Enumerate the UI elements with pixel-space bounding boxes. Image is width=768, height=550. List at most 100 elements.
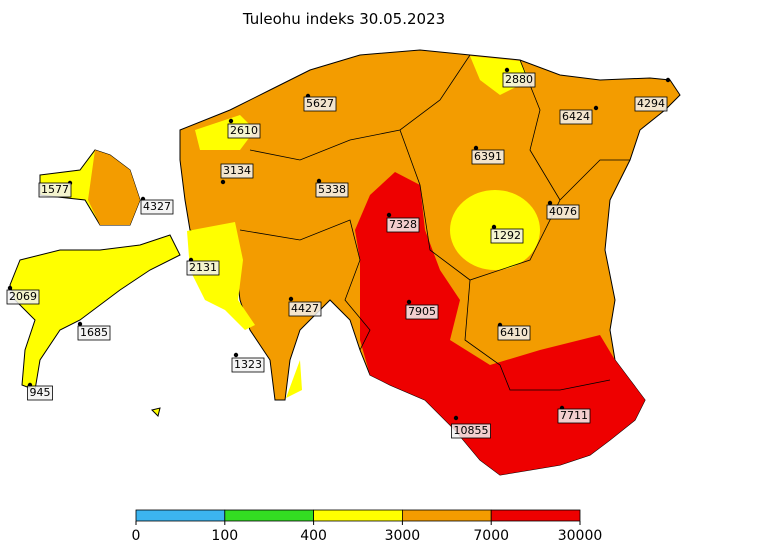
station-value: 5338: [318, 183, 346, 196]
label-box: [303, 96, 337, 112]
label-box: [497, 325, 531, 341]
station-value: 6424: [562, 110, 590, 123]
label-box: [38, 182, 72, 198]
station-label: 4294: [634, 96, 668, 112]
station-value: 945: [30, 386, 51, 399]
station-value: 7905: [408, 305, 436, 318]
label-box: [77, 325, 111, 341]
legend-segment: [490, 509, 581, 522]
station-dot: [547, 200, 553, 206]
station-value: 2610: [230, 124, 258, 137]
station-label: 4076: [546, 204, 580, 220]
legend-segment: [313, 509, 403, 522]
station-label: 5338: [315, 182, 349, 198]
station-value: 4076: [549, 205, 577, 218]
station-label: 2610: [227, 123, 261, 139]
station-value: 1292: [493, 229, 521, 242]
station-label: 1685: [77, 325, 111, 341]
label-box: [490, 228, 524, 244]
station-label: 6410: [497, 325, 531, 341]
station-value: 2880: [505, 73, 533, 86]
station-label: 6424: [559, 109, 593, 125]
border: [249, 54, 471, 161]
legend: 0 100 400 3000 7000 30000: [132, 509, 603, 544]
label-box: [227, 123, 261, 139]
label-box: [186, 260, 220, 276]
zone-red: [355, 172, 645, 475]
station-dot: [288, 296, 294, 302]
label-box: [220, 163, 254, 179]
island-hiiumaa-east: [88, 150, 140, 225]
label-box: [6, 289, 40, 305]
station-value: 7711: [560, 409, 588, 422]
label-box: [634, 96, 668, 112]
station-value: 3134: [223, 164, 251, 177]
station-dot: [504, 67, 510, 73]
station-dot: [473, 145, 479, 151]
station-value: 2131: [189, 261, 217, 274]
label-box: [288, 301, 322, 317]
station-value: 4294: [637, 97, 665, 110]
station-dot: [665, 77, 671, 83]
station-value: 7328: [389, 218, 417, 231]
station-label: 7328: [386, 217, 420, 233]
station-label: 2131: [186, 260, 220, 276]
station-dot: [491, 224, 497, 230]
station-label: 6391: [471, 149, 505, 165]
label-box: [231, 357, 265, 373]
stations: 2880 4294 5627 6424 2610 6391 3134 5338 1577 4327…: [6, 67, 671, 439]
legend-tick-label: 0: [132, 528, 141, 544]
station-label: 1323: [231, 357, 265, 373]
label-box: [559, 109, 593, 125]
legend-segment: [135, 509, 226, 522]
station-label: 3134: [220, 163, 254, 179]
station-value: 1323: [234, 358, 262, 371]
station-dot: [453, 415, 459, 421]
station-label: 1292: [490, 228, 524, 244]
station-label: 4427: [288, 301, 322, 317]
border: [239, 219, 371, 351]
station-dot: [593, 105, 599, 111]
station-label: 4327: [140, 199, 174, 215]
legend-tick-label: 7000: [473, 528, 509, 544]
station-label: 7905: [405, 304, 439, 320]
label-box: [502, 72, 536, 88]
station-dot: [406, 299, 412, 305]
legend-tick-label: 30000: [558, 528, 603, 544]
station-dot: [228, 118, 234, 124]
border: [464, 279, 611, 391]
zone-yellow-west: [187, 222, 255, 330]
title: Tuleohu indeks 30.05.2023: [242, 10, 445, 28]
station-value: 2069: [9, 290, 37, 303]
station-label: 1577: [38, 182, 72, 198]
label-box: [315, 182, 349, 198]
station-label: 2069: [6, 289, 40, 305]
station-value: 4327: [143, 200, 171, 213]
station-dot: [77, 321, 83, 327]
legend-segment: [224, 509, 315, 522]
station-value: 6391: [474, 150, 502, 163]
station-label: 945: [27, 385, 53, 401]
island-saaremaa: [9, 234, 181, 391]
label-box: [557, 408, 591, 424]
legend-tick-label: 3000: [385, 528, 421, 544]
label-box: [27, 385, 53, 401]
label-box: [471, 149, 505, 165]
border: [399, 129, 630, 281]
station-dot: [316, 178, 322, 184]
station-label: 5627: [303, 96, 337, 112]
label-box: [451, 423, 491, 439]
label-box: [405, 304, 439, 320]
station-dot: [220, 179, 226, 185]
station-label: 10855: [451, 423, 491, 439]
station-value: 10855: [454, 424, 489, 437]
label-box: [386, 217, 420, 233]
station-value: 5627: [306, 97, 334, 110]
legend-segment: [401, 509, 492, 522]
label-box: [140, 199, 174, 215]
station-value: 4427: [291, 302, 319, 315]
station-value: 1685: [80, 326, 108, 339]
legend-tick-label: 100: [211, 528, 238, 544]
